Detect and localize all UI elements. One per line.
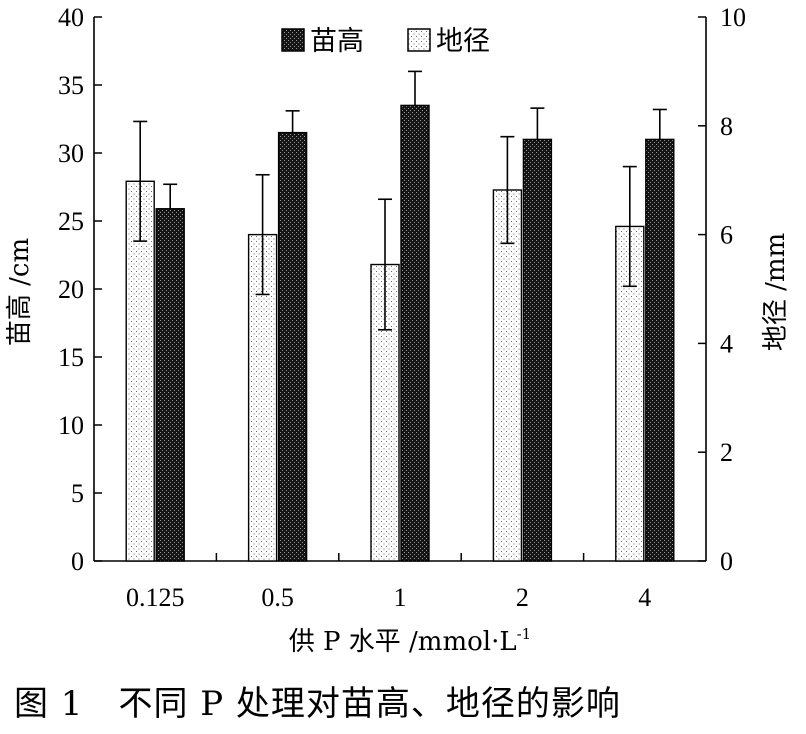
x-axis: 0.125 0.5 1 2 4 (126, 553, 651, 612)
error-bars-group (133, 70, 667, 331)
right-y-tick-label: 8 (720, 112, 733, 141)
y-axis-left-title: 苗高 /cm (5, 238, 35, 346)
legend-label-series-1: 苗高 (310, 26, 364, 57)
right-y-tick-label: 2 (720, 438, 733, 467)
bars-group (125, 104, 675, 562)
left-y-tick-label: 0 (71, 547, 84, 576)
plot-frame (93, 17, 707, 562)
legend-swatch-series-2 (407, 28, 431, 52)
legend-swatch-series-1 (281, 28, 305, 52)
figure-caption: 图 1 不同 P 处理对苗高、地径的影响 (14, 684, 621, 724)
right-y-tick-label: 0 (720, 547, 733, 576)
bar-series-2 (615, 225, 645, 562)
y-axis-right-title: 地径 /mm (761, 233, 791, 351)
bar-series-2 (492, 189, 523, 562)
right-y-tick-label: 4 (720, 329, 733, 358)
legend-label-series-2: 地径 (436, 26, 490, 57)
right-y-tick-label: 6 (720, 221, 733, 250)
left-y-tick-label: 10 (58, 411, 84, 440)
left-y-tick-label: 20 (58, 275, 84, 304)
legend: 苗高 地径 (281, 26, 490, 57)
left-y-tick-label: 30 (58, 139, 84, 168)
x-tick-label: 4 (638, 583, 651, 612)
right-y-axis: 0 2 4 6 8 10 (698, 3, 746, 576)
bar-series-1 (277, 131, 308, 562)
left-y-tick-label: 25 (58, 207, 84, 236)
bar-series-1 (522, 138, 553, 562)
left-y-tick-label: 40 (58, 3, 84, 32)
left-y-axis: 0 5 10 15 20 25 30 35 40 (58, 3, 102, 576)
left-y-tick-label: 15 (58, 343, 84, 372)
x-tick-label: 2 (516, 583, 529, 612)
x-axis-title-exponent: -1 (517, 625, 532, 643)
bar-series-2 (125, 180, 155, 562)
bar-series-1 (400, 104, 430, 562)
x-tick-label: 0.125 (126, 583, 185, 612)
x-tick-label: 1 (394, 583, 407, 612)
right-y-tick-label: 10 (720, 3, 746, 32)
left-y-tick-label: 5 (71, 479, 84, 508)
left-y-tick-label: 35 (58, 71, 84, 100)
bar-series-1 (155, 208, 185, 562)
bar-chart: 0 5 10 15 20 25 30 35 40 0 2 4 6 8 10 0.125 0.5 1 2 4 苗高 … (5, 3, 791, 657)
x-axis-title-main: 供 P 水平 /mmol·L (289, 627, 517, 657)
x-tick-label: 0.5 (261, 583, 294, 612)
x-axis-title: 供 P 水平 /mmol·L-1 (289, 625, 531, 657)
bar-series-1 (645, 138, 675, 562)
